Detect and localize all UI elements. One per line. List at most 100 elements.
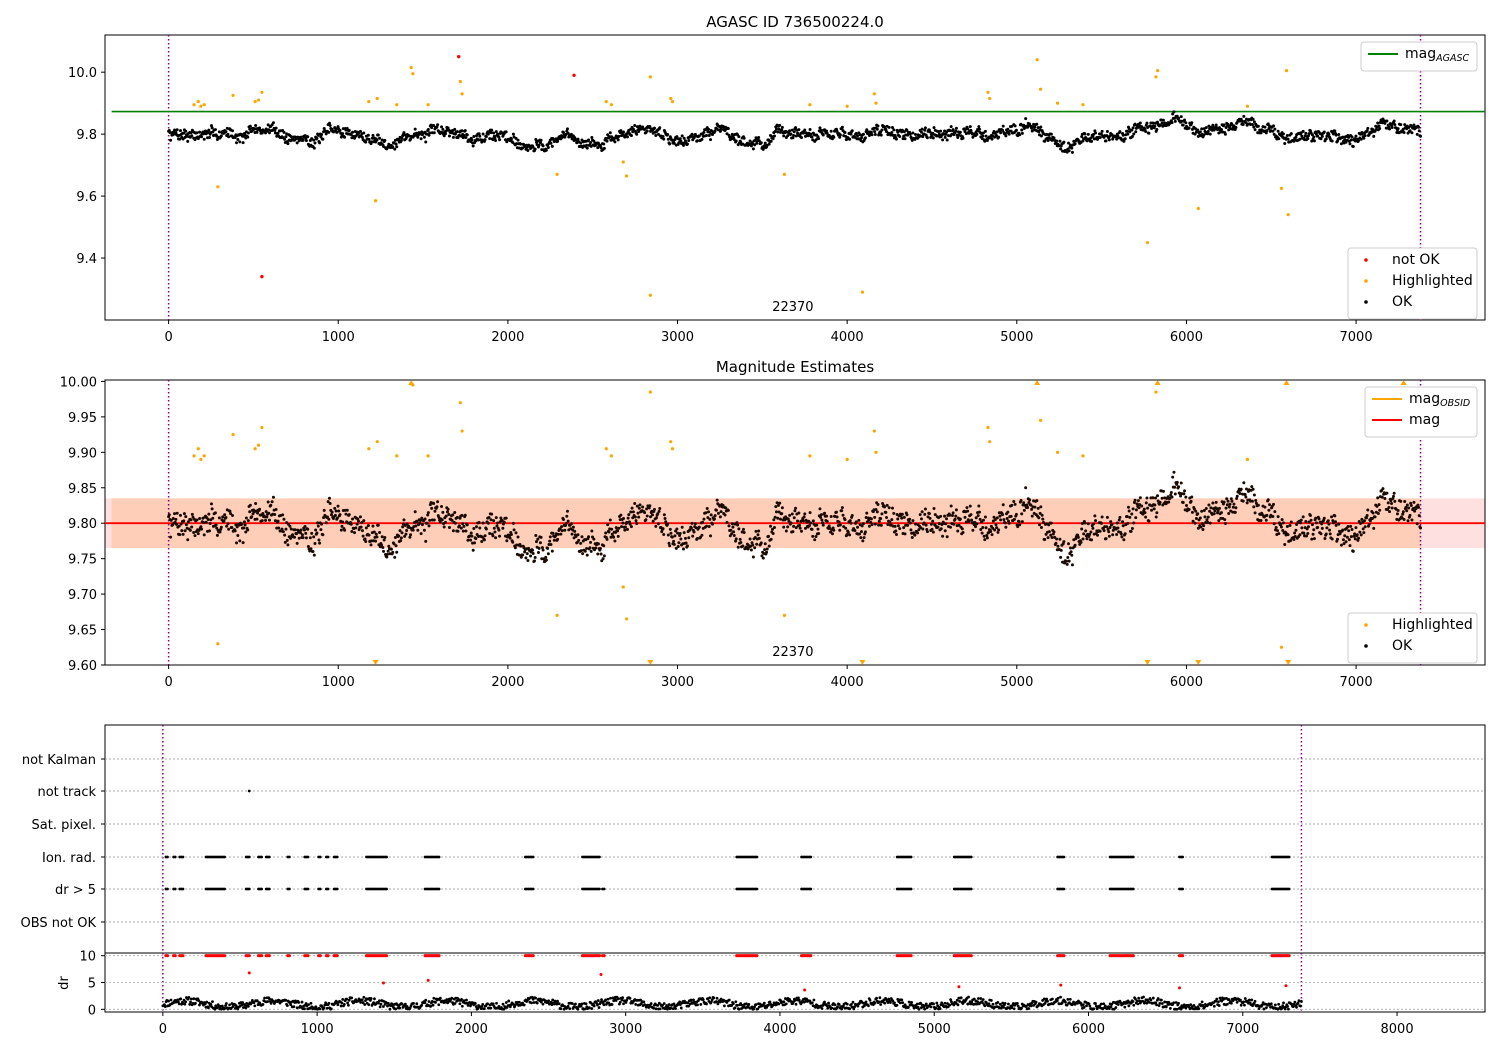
ok-point [398, 529, 402, 533]
ok-point [612, 535, 616, 539]
ok-point [742, 136, 746, 140]
ok-point [471, 144, 475, 148]
flag-point [318, 887, 322, 891]
dr-point [465, 998, 468, 1002]
ok-point [1342, 542, 1346, 546]
legend-box [1360, 41, 1478, 72]
ok-point [1333, 129, 1337, 133]
ok-point [843, 131, 847, 135]
ok-point [221, 515, 225, 519]
dr-point [666, 1007, 669, 1011]
ok-point [887, 125, 891, 129]
ok-point [400, 531, 404, 535]
ok-point [372, 530, 376, 534]
ok-point [945, 517, 949, 521]
ok-point [627, 513, 631, 517]
ok-point [638, 124, 642, 128]
ok-point [1396, 509, 1400, 513]
ok-point [1306, 532, 1310, 536]
ok-point [975, 522, 979, 526]
x-tick-label: 3000 [661, 330, 694, 345]
dr-point [390, 1002, 394, 1006]
ok-point [692, 530, 696, 534]
ok-point [445, 510, 449, 514]
ok-point [1277, 137, 1281, 141]
ok-point [457, 524, 461, 528]
ok-point [1082, 532, 1086, 536]
highlighted-point [199, 104, 203, 108]
ok-point [668, 527, 672, 531]
ok-point [460, 129, 464, 133]
ok-point [491, 138, 495, 142]
ok-point [863, 530, 867, 534]
ok-point [1131, 507, 1135, 511]
ok-point [850, 513, 854, 517]
ok-point [718, 504, 722, 508]
ok-point [1365, 514, 1369, 518]
ok-point [391, 550, 395, 554]
ok-point [312, 553, 316, 557]
ok-point [937, 132, 941, 136]
ok-point [977, 510, 981, 514]
ok-point [1206, 515, 1210, 519]
ok-point [1083, 521, 1087, 525]
ok-point [281, 530, 285, 534]
ok-point [1304, 519, 1308, 523]
dr-point [589, 1001, 593, 1005]
ok-point [678, 137, 682, 141]
ok-point [968, 504, 972, 508]
ok-point [473, 541, 477, 545]
ok-point [1419, 134, 1423, 138]
ok-point [780, 125, 784, 129]
ok-point [472, 526, 476, 530]
ok-point [789, 132, 793, 136]
ok-point [1301, 129, 1305, 133]
ok-point [186, 538, 190, 542]
ok-point [229, 512, 233, 516]
ok-point [789, 521, 793, 525]
ok-point [244, 530, 248, 534]
ok-point [652, 126, 656, 130]
ok-point [550, 144, 554, 148]
ok-point [1196, 526, 1200, 530]
ok-point [1093, 514, 1097, 518]
ok-point [883, 125, 887, 129]
ok-point [289, 527, 293, 531]
dr-point [576, 1007, 580, 1011]
dr-point [541, 1002, 545, 1006]
dr-point [339, 1004, 343, 1008]
ok-point [1177, 485, 1181, 489]
ok-point [416, 135, 420, 139]
ok-point [1121, 133, 1125, 137]
ok-point [830, 532, 834, 536]
highlighted-point [192, 103, 196, 107]
ok-point [916, 531, 920, 535]
ok-point [818, 126, 822, 130]
highlighted-point [253, 100, 257, 104]
highlighted-point [216, 185, 220, 189]
ok-point [280, 527, 284, 531]
highlighted-point [367, 100, 371, 104]
ok-point [541, 144, 545, 148]
ok-point [376, 523, 380, 527]
ok-point [1259, 518, 1263, 522]
ok-point [975, 132, 979, 136]
ok-point [489, 518, 493, 522]
ok-point [757, 136, 761, 140]
ok-point [1417, 505, 1421, 509]
ok-point [834, 510, 838, 514]
ok-point [1001, 128, 1005, 132]
ok-point [206, 131, 210, 135]
ok-point [1144, 515, 1148, 519]
ok-point [778, 517, 782, 521]
ok-point [651, 519, 655, 523]
dr-point [628, 996, 632, 1000]
ok-point [193, 534, 197, 538]
ok-point [861, 539, 865, 543]
ok-point [707, 524, 711, 528]
ok-point [672, 542, 676, 546]
ok-point [1320, 522, 1324, 526]
ok-point [633, 502, 637, 506]
ok-point [931, 136, 935, 140]
ok-point [708, 517, 712, 521]
